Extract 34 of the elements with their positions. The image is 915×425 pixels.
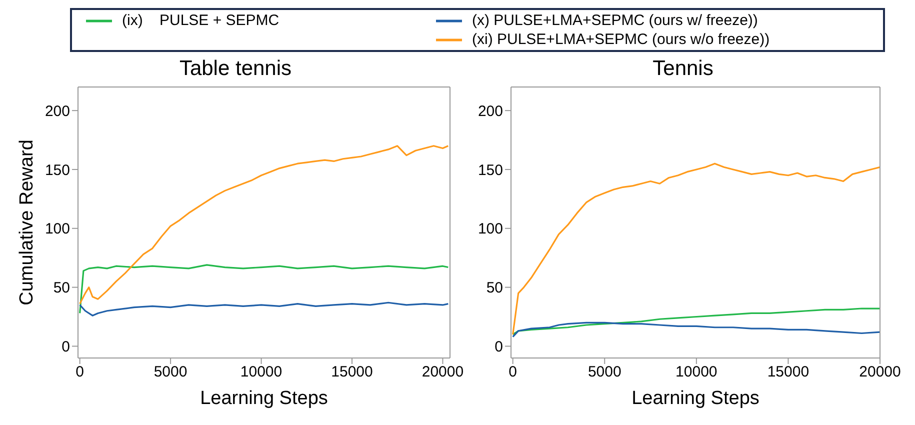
x-tick-label: 10000 [240,364,282,381]
x-tick-label: 20000 [859,364,901,381]
y-tick-label: 100 [44,220,70,238]
x-axis-title: Learning Steps [632,388,760,409]
x-tick-label: 5000 [154,364,188,381]
legend-label: (xi) PULSE+LMA+SEPMC (ours w/o freeze)) [472,31,770,48]
line-series [79,145,449,305]
y-axis-title: Cumulative Reward [16,140,38,306]
y-tick-label: 100 [478,220,503,238]
chart-title: Tennis [652,56,714,82]
x-tick-label: 5000 [588,364,622,381]
y-tick-label: 0 [494,338,503,356]
x-tick-label: 15000 [331,364,373,381]
y-tick-label: 50 [486,280,503,297]
line-series [512,308,880,336]
x-axis-title: Learning Steps [200,388,328,409]
legend-label: (x) PULSE+LMA+SEPMC (ours w/ freeze)) [472,12,758,29]
line-series [512,322,880,338]
y-tick-label: 200 [478,102,503,120]
line-series [79,264,449,314]
x-tick-label: 0 [76,364,84,381]
line-series [512,162,880,336]
x-tick-label: 15000 [767,364,810,381]
y-tick-label: 150 [44,162,70,179]
y-tick-label: 50 [53,280,70,297]
x-tick-label: 0 [508,364,518,381]
y-tick-label: 200 [44,102,70,120]
chart-title: Table tennis [178,56,293,82]
y-tick-label: 150 [478,162,503,179]
x-tick-label: 10000 [676,364,718,381]
legend-label: (ix) PULSE + SEPMC [122,12,280,29]
x-tick-label: 20000 [422,364,464,381]
line-series [79,302,449,316]
y-tick-label: 0 [62,338,70,356]
